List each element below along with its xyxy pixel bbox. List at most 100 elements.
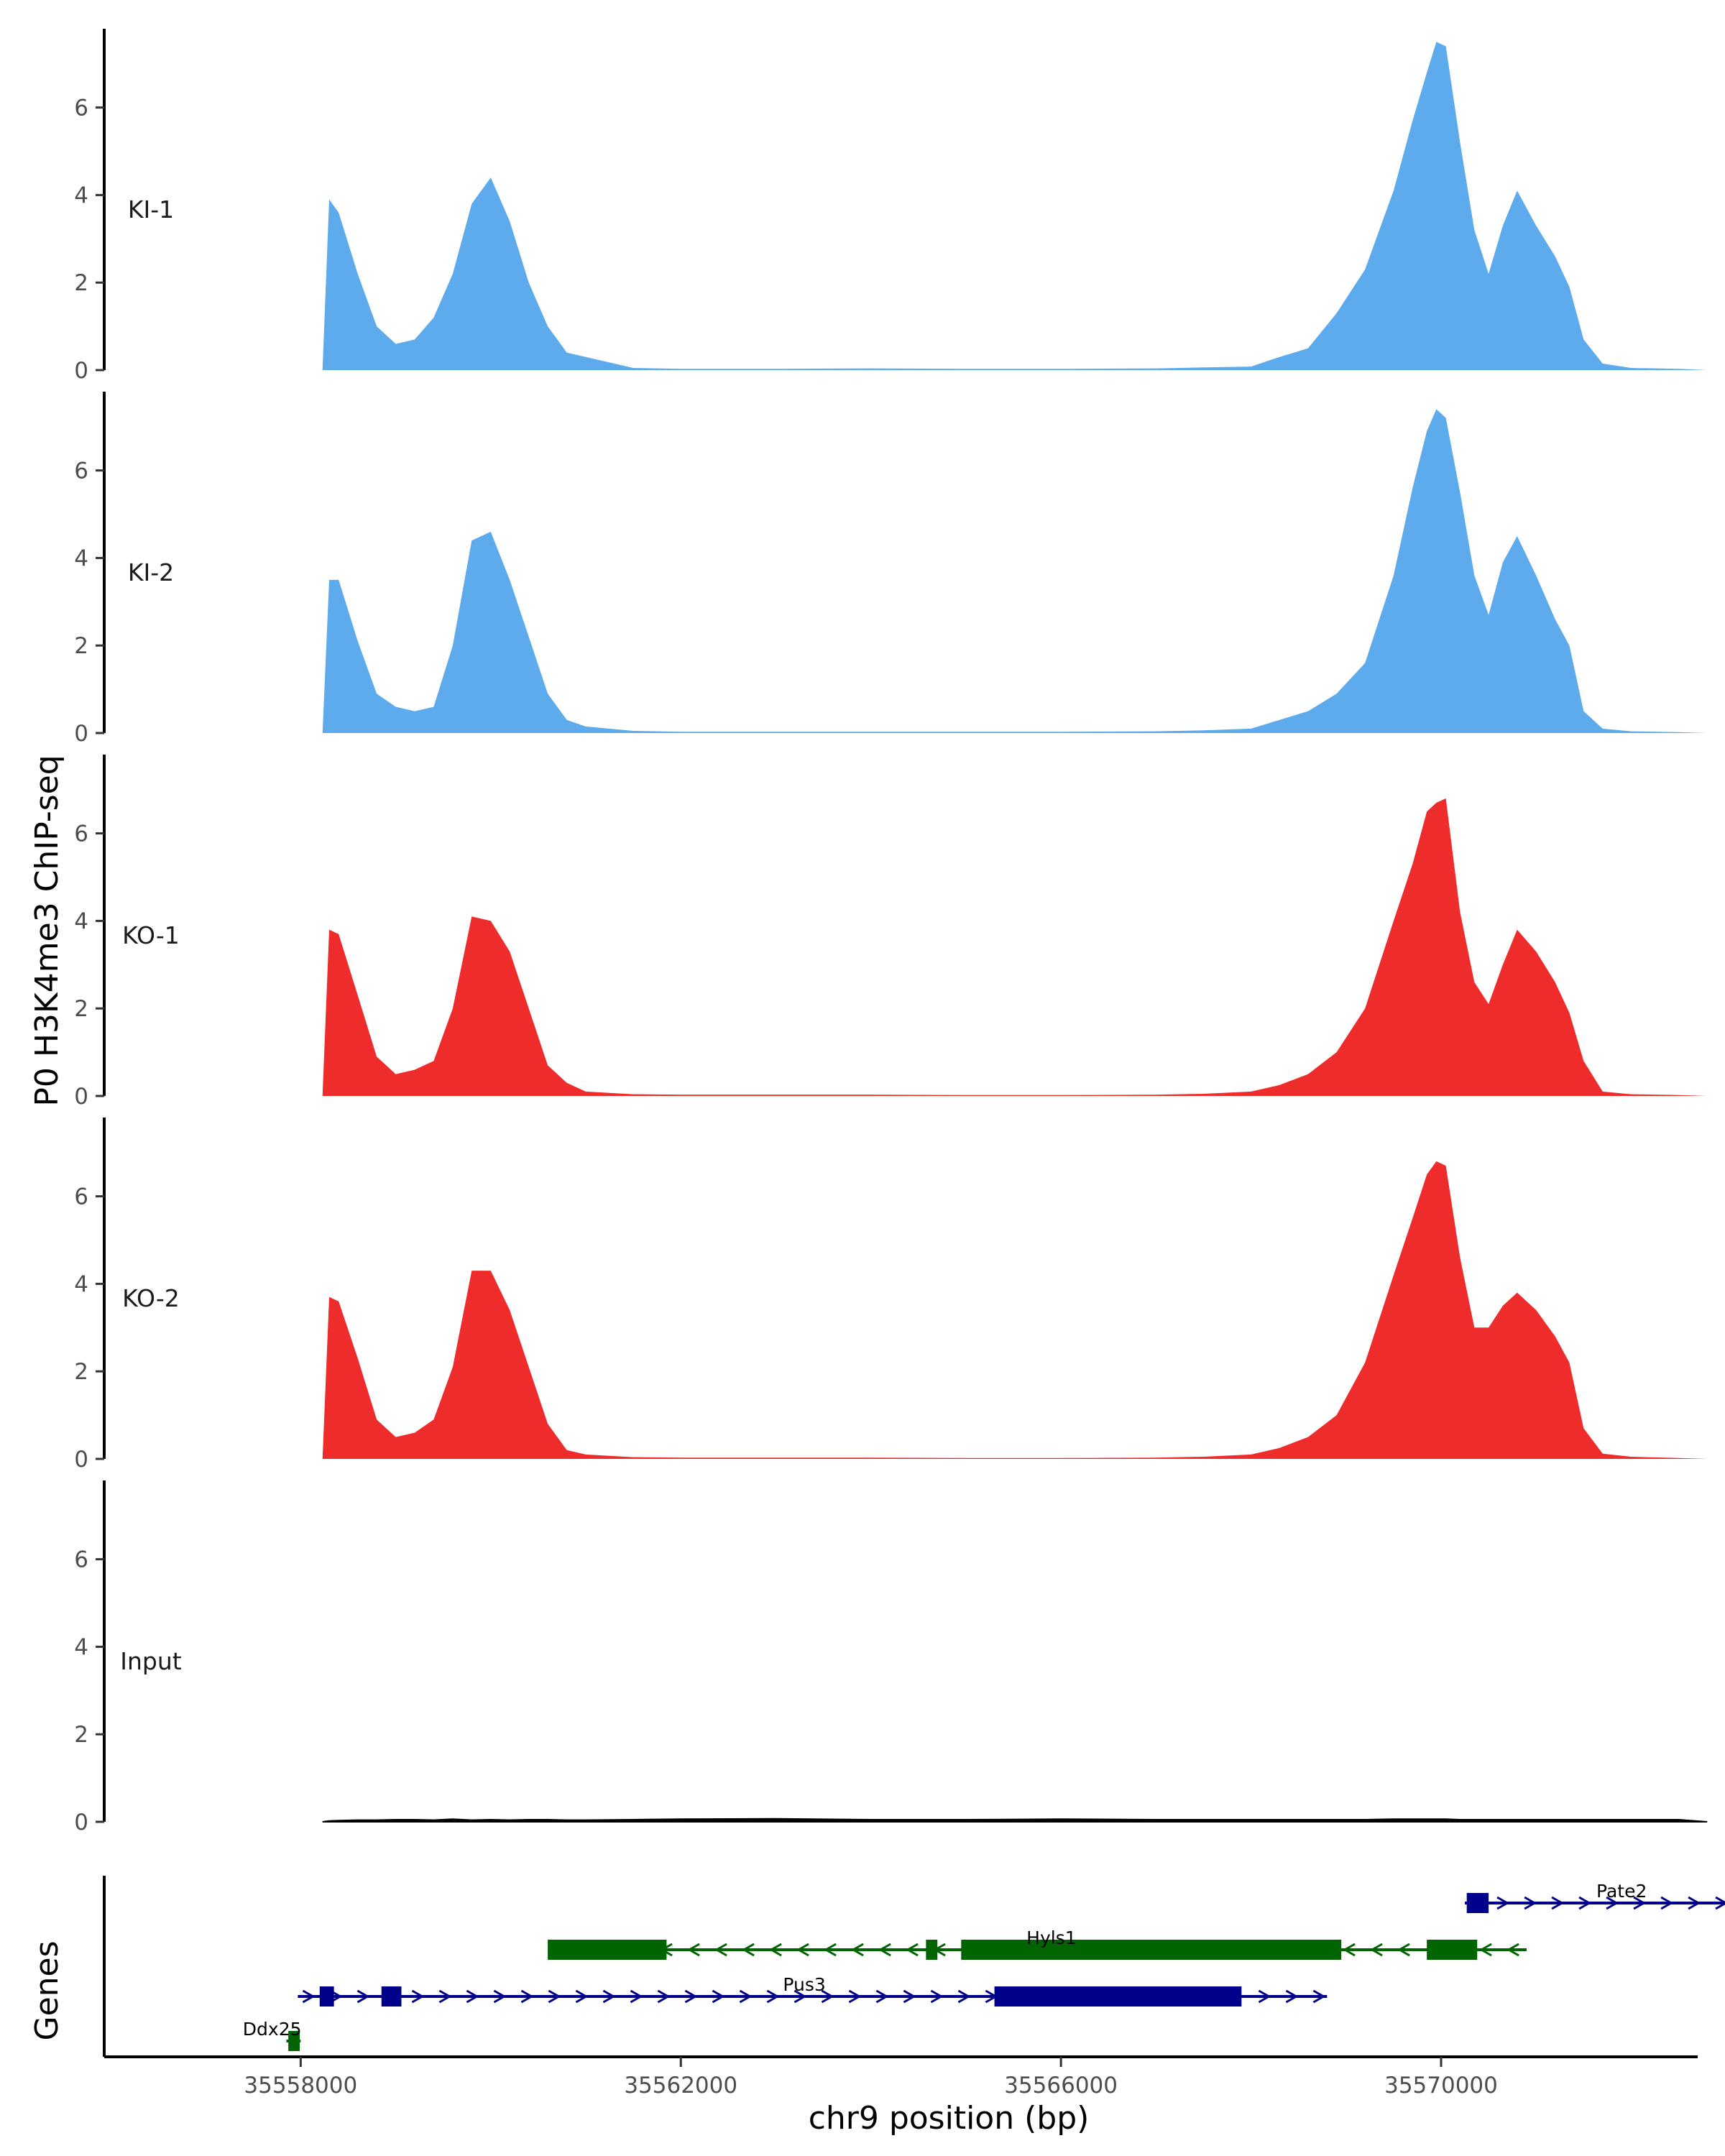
x-axis-title: chr9 position (bp) <box>809 2100 1090 2137</box>
x-tick-label: 35562000 <box>624 2073 737 2099</box>
strand-arrow <box>714 1943 727 1957</box>
strand-arrow <box>903 1989 916 2004</box>
strand-arrow <box>411 1989 425 2004</box>
gene-exon <box>994 1986 1242 2007</box>
signal-tracks: 0 2 4 6 KI-1 0 2 4 6 KI-2 0 2 4 6 KO-1 0 2 4 6 KO-2 0 2 4 6 Inpu… <box>74 29 1708 1835</box>
y-tick-label: 0 <box>74 1084 88 1110</box>
y-tick-label: 0 <box>74 358 88 384</box>
strand-arrow <box>1506 1943 1519 1957</box>
y-tick-label: 2 <box>74 1359 88 1385</box>
strand-arrow <box>1312 1989 1326 2004</box>
strand-arrow <box>687 1943 700 1957</box>
strand-arrow <box>766 1989 780 2004</box>
signal-area-ko-1 <box>322 798 1708 1096</box>
gene-hyls1: Hyls1 <box>548 1927 1527 1960</box>
track-ki-1: 0 2 4 6 KI-1 <box>74 29 1708 384</box>
signal-area-ko-2 <box>322 1161 1708 1459</box>
track-ko-2: 0 2 4 6 KO-2 <box>74 1118 1708 1473</box>
track-label: KI-2 <box>128 558 174 586</box>
strand-arrow <box>1660 1896 1674 1910</box>
strand-arrow <box>1688 1896 1701 1910</box>
track-ko-1: 0 2 4 6 KO-1 <box>74 755 1708 1110</box>
strand-arrow <box>1370 1943 1383 1957</box>
gene-exon <box>1427 1940 1478 1960</box>
genes-axis-title: Genes <box>29 1940 65 2040</box>
strand-arrow <box>821 1989 834 2004</box>
gene-label: Pus3 <box>783 1974 825 1995</box>
gene-exon <box>319 1986 334 2007</box>
strand-arrow <box>906 1943 919 1957</box>
gene-exon <box>961 1940 1342 1960</box>
y-tick-label: 2 <box>74 1722 88 1748</box>
strand-arrow <box>493 1989 507 2004</box>
y-tick-label: 0 <box>74 721 88 747</box>
strand-arrow <box>957 1989 971 2004</box>
strand-arrow <box>1343 1943 1356 1957</box>
strand-arrow <box>630 1989 643 2004</box>
y-tick-label: 2 <box>74 633 88 659</box>
signal-line-input <box>322 1818 1708 1823</box>
y-tick-label: 0 <box>74 1447 88 1473</box>
y-tick-label: 4 <box>74 545 88 571</box>
track-label: KO-1 <box>122 921 180 949</box>
strand-arrow <box>1496 1896 1510 1910</box>
strand-arrow <box>1633 1896 1647 1910</box>
strand-arrow <box>466 1989 479 2004</box>
track-label: KI-1 <box>128 195 174 224</box>
strand-arrow <box>1258 1989 1271 2004</box>
strand-arrow <box>796 1943 809 1957</box>
gene-label: Hyls1 <box>1026 1927 1076 1948</box>
y-axis-title: P0 H3K4me3 ChIP-seq <box>29 755 65 1106</box>
gene-pate2: Pate2 <box>1465 1881 1725 1913</box>
y-tick-label: 4 <box>74 908 88 934</box>
strand-arrow <box>1578 1896 1592 1910</box>
genes-panel: 35558000 35562000 35566000 35570000 Pate2 Hyl… <box>103 1876 1725 2099</box>
strand-arrow <box>930 1989 944 2004</box>
track-label: KO-2 <box>122 1284 180 1312</box>
strand-arrow <box>602 1989 616 2004</box>
strand-arrow <box>684 1989 698 2004</box>
gene-exon <box>548 1940 667 1960</box>
strand-arrow <box>1551 1896 1565 1910</box>
track-ki-2: 0 2 4 6 KI-2 <box>74 392 1708 747</box>
strand-arrow <box>712 1989 725 2004</box>
strand-arrow <box>848 1989 862 2004</box>
strand-arrow <box>1285 1989 1299 2004</box>
strand-arrow <box>356 1989 370 2004</box>
y-tick-label: 0 <box>74 1810 88 1835</box>
y-tick-label: 6 <box>74 459 88 484</box>
y-tick-label: 6 <box>74 1547 88 1573</box>
strand-arrow <box>851 1943 864 1957</box>
y-tick-label: 4 <box>74 1271 88 1297</box>
strand-arrow <box>520 1989 534 2004</box>
strand-arrow <box>657 1989 671 2004</box>
track-label: Input <box>120 1647 182 1675</box>
strand-arrow <box>1715 1896 1725 1910</box>
track-input: 0 2 4 6 Input <box>74 1480 1708 1835</box>
signal-area-ki-2 <box>322 409 1708 733</box>
gene-exon <box>381 1986 402 2007</box>
strand-arrow <box>739 1989 753 2004</box>
strand-arrow <box>548 1989 561 2004</box>
strand-arrow <box>1479 1943 1492 1957</box>
gene-label: Ddx25 <box>243 2019 302 2040</box>
strand-arrow <box>575 1989 589 2004</box>
gene-pus3: Pus3 <box>298 1974 1328 2007</box>
y-tick-label: 6 <box>74 96 88 121</box>
y-tick-label: 2 <box>74 270 88 296</box>
signal-area-ki-1 <box>322 42 1708 371</box>
strand-arrow <box>1524 1896 1537 1910</box>
gene-label: Pate2 <box>1596 1881 1647 1902</box>
x-tick-label: 35558000 <box>244 2073 357 2099</box>
y-tick-label: 4 <box>74 183 88 208</box>
y-tick-label: 6 <box>74 1184 88 1210</box>
strand-arrow <box>875 1989 889 2004</box>
x-tick-label: 35566000 <box>1004 2073 1118 2099</box>
strand-arrow <box>302 1989 316 2004</box>
strand-arrow <box>742 1943 755 1957</box>
y-tick-label: 6 <box>74 821 88 847</box>
y-tick-label: 4 <box>74 1634 88 1660</box>
strand-arrow <box>1606 1896 1619 1910</box>
gene-exon <box>926 1940 938 1960</box>
